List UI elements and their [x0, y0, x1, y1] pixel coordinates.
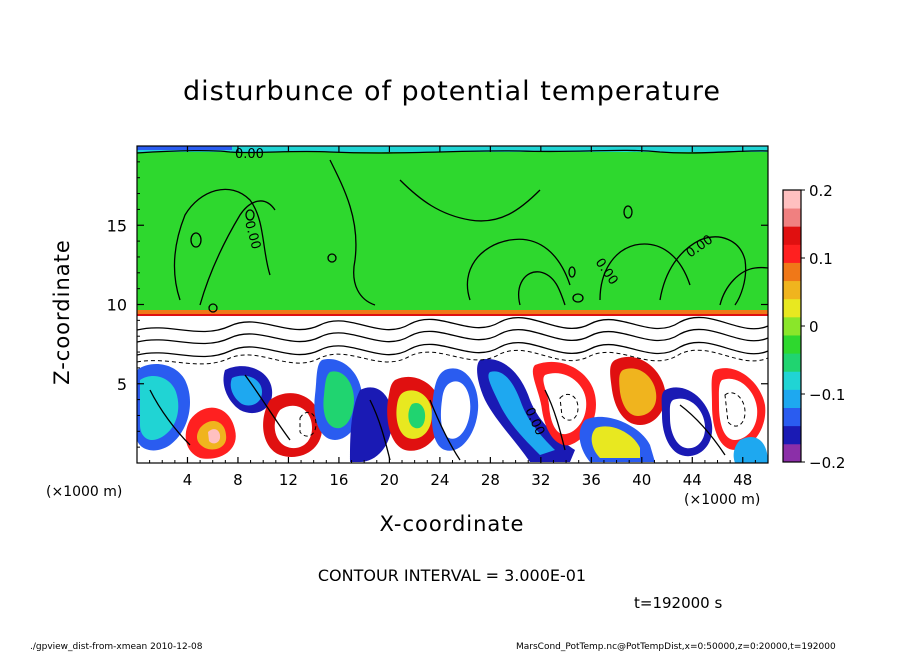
colorbar-segment [783, 389, 801, 408]
colorbar-label: −0.1 [809, 386, 845, 404]
contour-interval: CONTOUR INTERVAL = 3.000E-01 [317, 566, 587, 585]
plot-area: 0.000.000.000.000.00 [137, 146, 768, 463]
x-tick-label: 40 [632, 471, 651, 489]
colorbar-segment [783, 335, 801, 354]
y-tick-label: 15 [107, 216, 127, 235]
colorbar-segment [783, 298, 801, 318]
x-tick-label: 4 [183, 471, 193, 489]
x-tick-label: 8 [233, 471, 243, 489]
colorbar-segment [783, 226, 801, 245]
interface-red [137, 314, 768, 316]
x-tick-label: 44 [683, 471, 702, 489]
colorbar-segment [783, 208, 801, 227]
x-unit-left: (×1000 m) [46, 484, 123, 500]
colorbar-segment [783, 244, 801, 263]
colorbar-label: 0.1 [809, 250, 833, 268]
colorbar-segment [783, 425, 801, 445]
colorbar-segment [783, 407, 801, 427]
colorbar [782, 189, 802, 463]
convective-cells [137, 356, 768, 463]
top-band-fill [137, 146, 768, 152]
footer-left: ./gpview_dist-from-xmean 2010-12-08 [30, 642, 203, 652]
x-axis-label: X-coordinate [379, 512, 525, 536]
colorbar-segment [783, 371, 801, 390]
colorbar-segment [783, 262, 801, 282]
colorbar-label: −0.2 [809, 454, 845, 472]
colorbar-segment [783, 353, 801, 372]
colorbar-segment [783, 316, 801, 336]
y-ticks: 5 10 15 [107, 161, 768, 448]
x-ticks: 4 8 12 16 20 24 28 32 36 40 44 48 [149, 146, 756, 489]
colorbar-segment [783, 280, 801, 300]
x-unit-right: (×1000 m) [684, 492, 761, 508]
x-tick-label: 12 [279, 471, 298, 489]
y-tick-label: 10 [107, 296, 127, 315]
contour-label: 0.00 [241, 219, 263, 251]
colorbar-label: 0 [809, 318, 819, 336]
time-label: t=192000 s [634, 594, 723, 612]
top-band-blue [137, 146, 232, 150]
x-tick-label: 32 [531, 471, 550, 489]
x-tick-label: 20 [380, 471, 399, 489]
colorbar-segment [783, 190, 801, 209]
interface-orange [137, 310, 768, 314]
x-tick-label: 36 [582, 471, 601, 489]
colorbar-segment [783, 443, 801, 463]
negative-contours [137, 349, 768, 437]
x-tick-label: 48 [733, 471, 752, 489]
x-tick-label: 28 [481, 471, 500, 489]
x-tick-label: 16 [329, 471, 348, 489]
x-tick-label: 24 [430, 471, 449, 489]
chart-title: disturbunce of potential temperature [183, 76, 721, 107]
footer-right: MarsCond_PotTemp.nc@PotTempDist,x=0:5000… [516, 642, 836, 652]
colorbar-label: 0.2 [809, 182, 833, 200]
contour-label: 0.00 [235, 147, 264, 162]
colorbar-labels: 0.2 0.1 0 −0.1 −0.2 [801, 182, 845, 472]
y-tick-label: 5 [117, 375, 127, 394]
contour-lines [137, 149, 768, 461]
